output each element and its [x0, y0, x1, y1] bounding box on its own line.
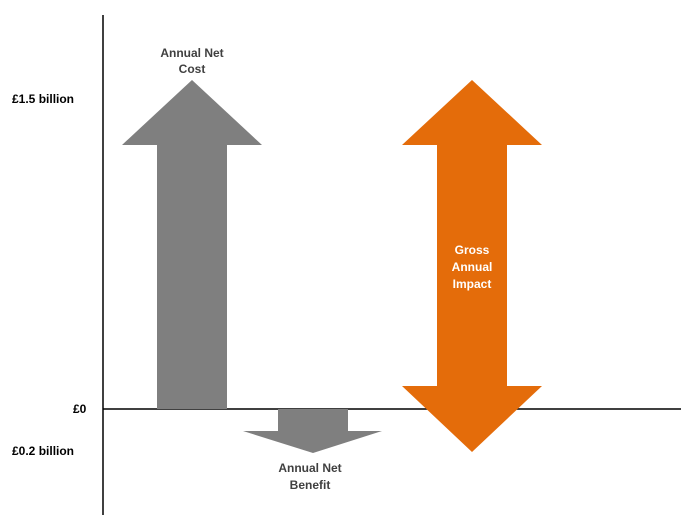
annual-net-benefit-arrow [243, 409, 382, 453]
gross-annual-impact-label-line2: Annual [452, 260, 493, 274]
annual-net-cost-arrow [122, 80, 262, 409]
annual-net-benefit-label-line1: Annual Net [278, 461, 341, 475]
gross-annual-impact-label-line1: Gross [455, 243, 490, 257]
gross-annual-impact-label-line3: Impact [453, 277, 492, 291]
y-label-zero: £0 [73, 402, 87, 416]
y-label-bottom: £0.2 billion [12, 444, 74, 458]
annual-net-cost-label-line2: Cost [179, 62, 206, 76]
annual-net-benefit-label-line2: Benefit [290, 478, 331, 492]
y-label-top: £1.5 billion [12, 92, 74, 106]
gross-annual-impact-arrow [402, 80, 542, 452]
annual-net-cost-label-line1: Annual Net [160, 46, 223, 60]
